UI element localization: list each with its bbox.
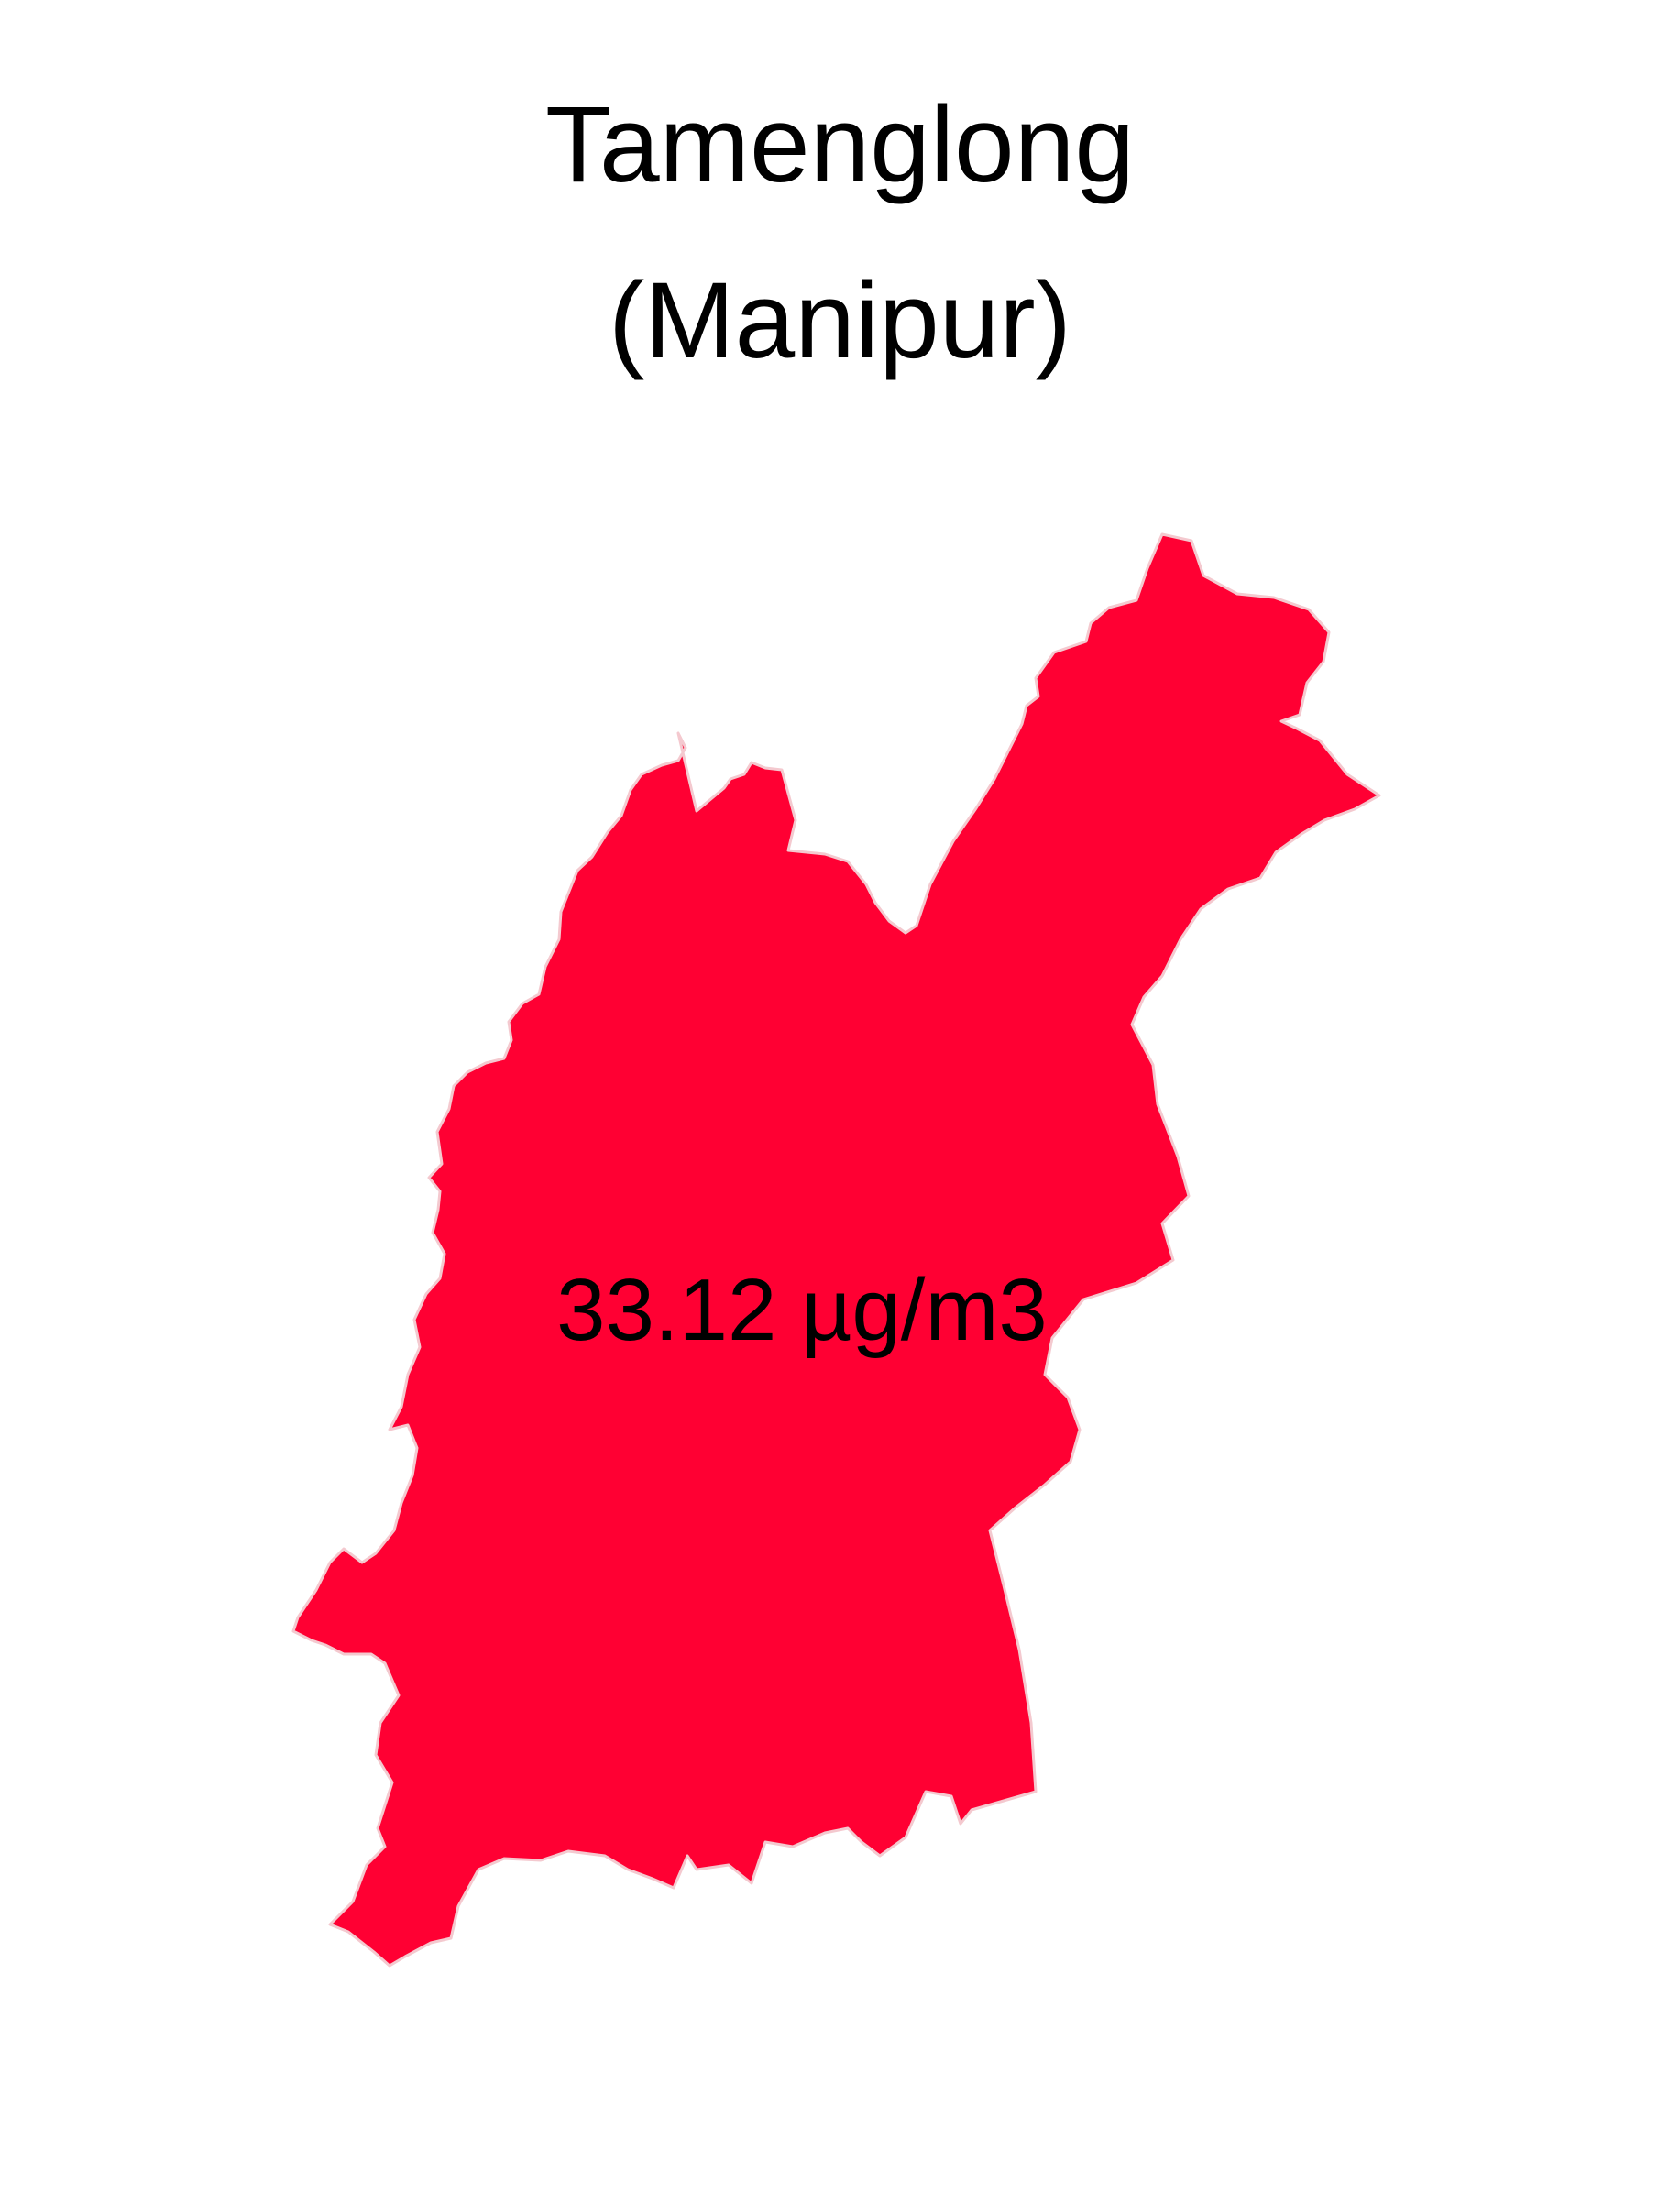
map-title: Tamenglong (Manipur) <box>0 57 1680 409</box>
district-name: Tamenglong <box>545 84 1135 205</box>
pollution-value-label: 33.12 µg/m3 <box>556 1261 1048 1359</box>
tamenglong-district-shape[interactable] <box>291 532 1381 1968</box>
state-name: (Manipur) <box>609 260 1071 381</box>
